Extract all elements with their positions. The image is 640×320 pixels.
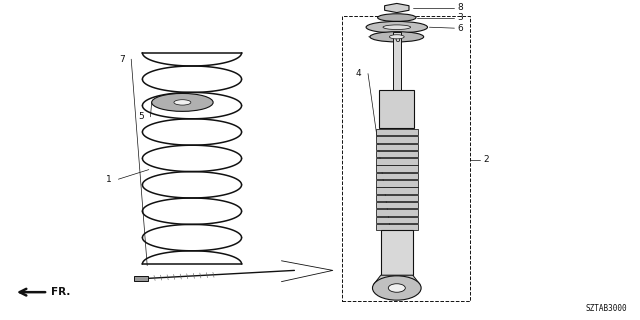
Bar: [376, 143, 418, 150]
Polygon shape: [385, 4, 409, 12]
Ellipse shape: [152, 93, 213, 111]
Polygon shape: [374, 275, 420, 284]
Ellipse shape: [389, 35, 404, 39]
Bar: [380, 90, 415, 128]
Text: 2: 2: [483, 156, 489, 164]
Ellipse shape: [372, 276, 421, 300]
Bar: [376, 195, 418, 201]
Bar: [381, 230, 413, 275]
Bar: [376, 217, 418, 223]
Text: 5: 5: [138, 112, 144, 121]
Bar: [376, 129, 418, 135]
Bar: [376, 136, 418, 143]
Text: SZTAB3000: SZTAB3000: [586, 304, 627, 313]
Text: 1: 1: [106, 175, 112, 184]
Bar: [376, 151, 418, 157]
Ellipse shape: [388, 284, 405, 292]
Bar: [393, 32, 401, 90]
Bar: [376, 165, 418, 172]
Text: 7: 7: [119, 55, 125, 64]
Text: 8: 8: [458, 4, 463, 12]
Text: 3: 3: [458, 13, 463, 22]
Ellipse shape: [174, 100, 191, 105]
Bar: [376, 188, 418, 194]
Ellipse shape: [370, 32, 424, 42]
Bar: [342, 16, 470, 301]
Ellipse shape: [383, 25, 411, 29]
Bar: [134, 276, 148, 281]
Text: 4: 4: [356, 69, 362, 78]
Text: 6: 6: [458, 24, 463, 33]
Bar: [376, 180, 418, 187]
Bar: [376, 173, 418, 179]
Text: FR.: FR.: [51, 287, 70, 297]
Bar: [376, 158, 418, 164]
Bar: [376, 209, 418, 216]
Text: 6: 6: [394, 35, 400, 44]
Ellipse shape: [366, 21, 428, 33]
Bar: [376, 224, 418, 230]
Ellipse shape: [378, 14, 416, 21]
Bar: [376, 202, 418, 208]
